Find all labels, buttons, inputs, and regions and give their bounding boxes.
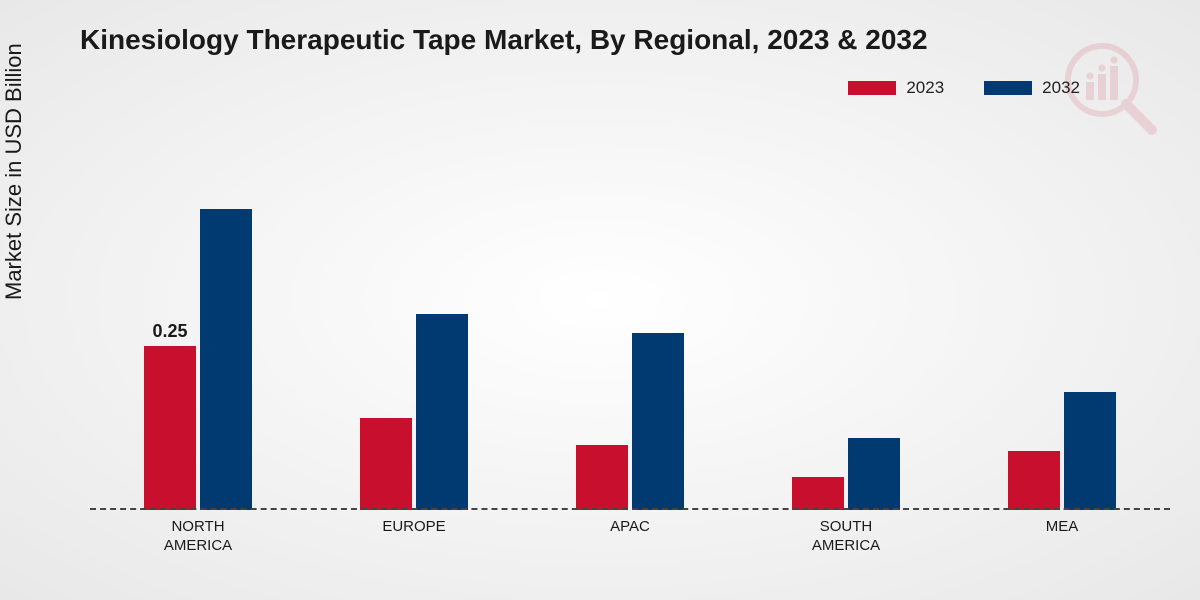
plot-area: 0.25 NORTHAMERICA EUROPE APAC	[90, 150, 1170, 510]
bars-mea	[1008, 392, 1116, 510]
legend-item-2023: 2023	[848, 78, 944, 98]
bar-europe-2032	[416, 314, 468, 510]
category-label-mea: MEA	[992, 510, 1132, 537]
bar-north-america-2023: 0.25	[144, 346, 196, 510]
bar-mea-2023	[1008, 451, 1060, 510]
bars-north-america: 0.25	[144, 209, 252, 510]
category-label-south-america: SOUTHAMERICA	[776, 510, 916, 556]
group-north-america: 0.25 NORTHAMERICA	[113, 209, 283, 510]
bar-north-america-2032	[200, 209, 252, 510]
bar-groups: 0.25 NORTHAMERICA EUROPE APAC	[90, 150, 1170, 510]
bars-south-america	[792, 438, 900, 510]
legend-item-2032: 2032	[984, 78, 1080, 98]
x-axis-baseline	[90, 508, 1170, 510]
category-label-apac: APAC	[560, 510, 700, 537]
bar-mea-2032	[1064, 392, 1116, 510]
legend: 2023 2032	[848, 78, 1080, 98]
bar-apac-2032	[632, 333, 684, 510]
bar-south-america-2032	[848, 438, 900, 510]
legend-label-2032: 2032	[1042, 78, 1080, 98]
bar-apac-2023	[576, 445, 628, 510]
category-label-north-america: NORTHAMERICA	[128, 510, 268, 556]
group-mea: MEA	[977, 392, 1147, 510]
group-europe: EUROPE	[329, 314, 499, 510]
category-label-europe: EUROPE	[344, 510, 484, 537]
y-axis-label: Market Size in USD Billion	[1, 43, 27, 300]
chart-title: Kinesiology Therapeutic Tape Market, By …	[80, 24, 928, 56]
bars-apac	[576, 333, 684, 510]
bar-label-north-america-2023: 0.25	[144, 321, 196, 346]
group-apac: APAC	[545, 333, 715, 510]
bar-europe-2023	[360, 418, 412, 510]
bar-south-america-2023	[792, 477, 844, 510]
legend-label-2023: 2023	[906, 78, 944, 98]
bars-europe	[360, 314, 468, 510]
legend-swatch-2032	[984, 81, 1032, 95]
group-south-america: SOUTHAMERICA	[761, 438, 931, 510]
legend-swatch-2023	[848, 81, 896, 95]
